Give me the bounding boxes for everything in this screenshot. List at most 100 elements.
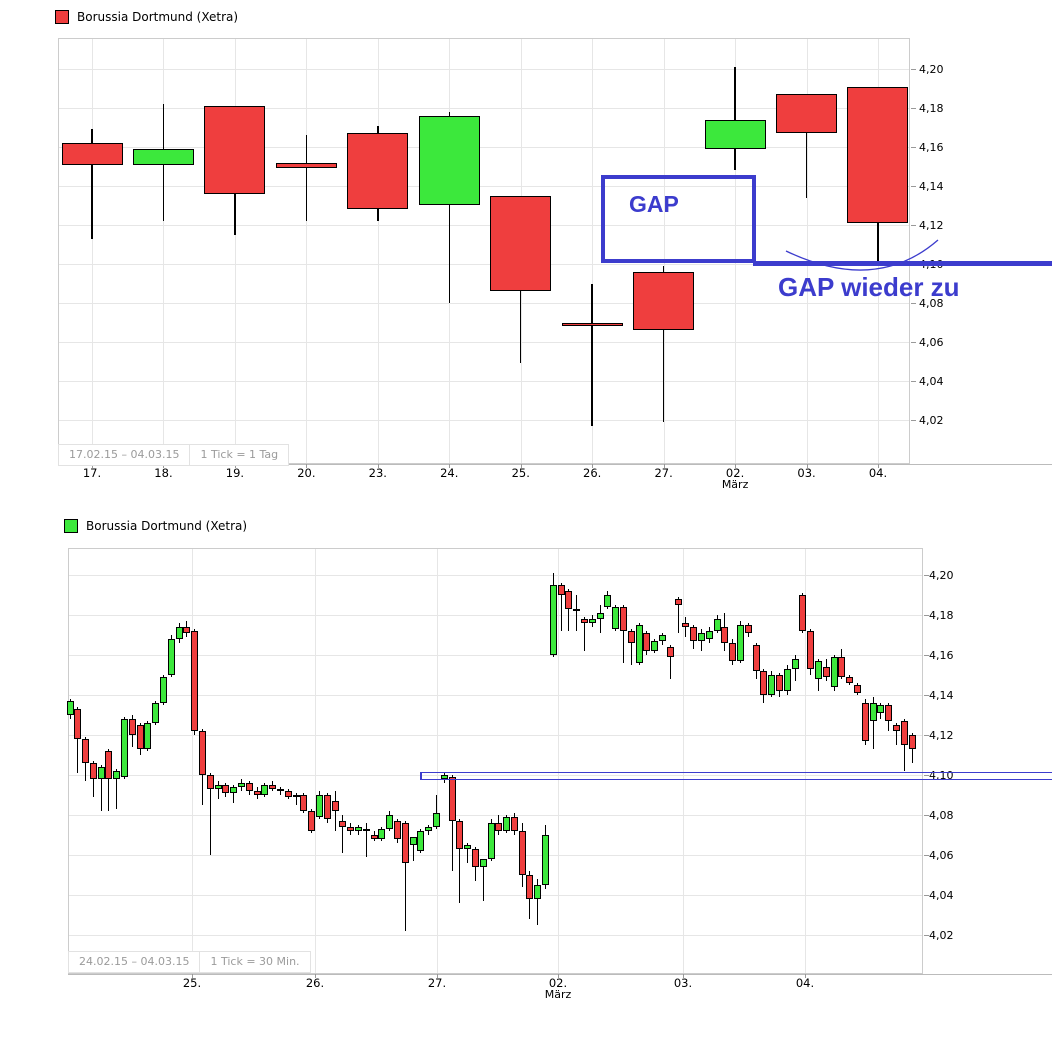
grid-line-vertical — [558, 548, 559, 974]
x-axis-label: 04. — [868, 466, 888, 480]
grid-line-vertical — [315, 548, 316, 974]
legend-marker-green — [64, 519, 78, 533]
candlestick-down — [253, 791, 261, 795]
gap-annotation-label: GAP — [629, 191, 679, 217]
legend-daily: Borussia Dortmund (Xetra) — [55, 10, 238, 24]
candlestick-down — [807, 631, 815, 669]
candle-wick — [295, 793, 297, 805]
y-axis-label: 4,12 — [929, 729, 954, 742]
candlestick-up — [705, 631, 713, 639]
candle-wick — [448, 111, 451, 303]
candlestick-down — [892, 725, 900, 731]
candlestick-up — [121, 719, 129, 777]
x-axis-label: 03. — [673, 976, 693, 990]
candlestick-up — [704, 119, 766, 149]
candlestick-down — [510, 817, 518, 831]
candle-wick — [677, 597, 679, 633]
candlestick-down — [565, 591, 573, 609]
candlestick-down — [495, 823, 503, 831]
month-label: März — [721, 478, 749, 491]
candlestick-up — [877, 705, 885, 713]
candlestick-up — [292, 795, 300, 797]
candlestick-down — [846, 677, 854, 683]
candlestick-up — [417, 831, 425, 851]
grid-line-horizontal — [58, 342, 910, 343]
candlestick-down — [347, 827, 355, 831]
candlestick-down — [204, 106, 266, 194]
candlestick-down — [518, 831, 526, 875]
candlestick-up — [791, 659, 799, 669]
grid-line-vertical — [306, 38, 308, 464]
plot-frame — [68, 548, 923, 974]
candlestick-down — [275, 162, 337, 169]
x-axis-label: 26. — [305, 976, 325, 990]
x-axis-tick — [163, 464, 165, 468]
candle-wick — [435, 795, 437, 829]
x-axis-label: 25. — [511, 466, 530, 480]
y-axis-label: 4,02 — [929, 929, 954, 942]
candlestick-up — [386, 815, 394, 829]
candle-wick — [305, 135, 308, 222]
y-axis-tick — [911, 303, 916, 304]
candlestick-up — [144, 723, 152, 749]
grid-line-vertical — [592, 38, 594, 464]
candle-wick — [217, 781, 219, 799]
x-axis-tick — [234, 464, 236, 468]
candlestick-up — [152, 703, 160, 723]
grid-line-horizontal — [58, 147, 910, 148]
candle-wick — [342, 815, 344, 853]
grid-line-horizontal — [58, 264, 910, 265]
candle-wick — [560, 583, 562, 631]
legend-marker-red — [55, 10, 69, 24]
candlestick-down — [347, 133, 409, 210]
candlestick-down — [760, 671, 768, 695]
candlestick-up — [604, 595, 612, 607]
candlestick-down — [674, 599, 682, 605]
candle-wick — [108, 749, 110, 811]
y-axis-tick — [911, 108, 916, 109]
candlestick-down — [526, 875, 534, 899]
candlestick-down — [206, 775, 214, 789]
x-axis-tick — [437, 974, 438, 978]
candle-wick — [482, 859, 484, 901]
candle-wick — [91, 129, 93, 239]
candlestick-up — [651, 641, 659, 651]
y-axis-tick — [924, 655, 929, 656]
candle-wick — [662, 265, 665, 422]
candlestick-down — [222, 785, 230, 793]
candlestick-up — [214, 785, 222, 789]
candlestick-up — [698, 633, 705, 641]
candlestick-up — [378, 829, 386, 839]
y-axis-label: 4,20 — [929, 569, 954, 582]
x-axis-label: 25. — [182, 976, 202, 990]
grid-line-horizontal — [68, 615, 923, 616]
candlestick-up — [418, 115, 480, 206]
y-axis-tick — [924, 695, 929, 696]
y-axis-tick — [924, 815, 929, 816]
y-axis-label: 4,06 — [919, 336, 944, 349]
candlestick-down — [775, 675, 783, 691]
footer-intraday: 24.02.15 – 04.03.15 1 Tick = 30 Min. — [68, 951, 311, 973]
grid-line-horizontal — [68, 815, 923, 816]
candlestick-down — [744, 625, 752, 633]
y-axis-label: 4,14 — [929, 689, 954, 702]
grid-line-horizontal — [58, 381, 910, 382]
candlestick-down — [847, 86, 909, 224]
candlestick-down — [633, 271, 695, 331]
candlestick-up — [503, 817, 511, 831]
candle-wick — [459, 819, 461, 903]
candlestick-up — [160, 677, 168, 703]
legend-title-daily: Borussia Dortmund (Xetra) — [77, 10, 239, 24]
candlestick-down — [471, 849, 479, 867]
candle-wick — [630, 629, 632, 665]
x-axis-tick — [558, 974, 559, 978]
date-range-daily: 17.02.15 – 04.03.15 — [59, 445, 191, 465]
x-axis-tick — [663, 464, 665, 468]
x-axis-label: 24. — [440, 466, 459, 480]
candle-wick — [404, 821, 406, 931]
candle-wick — [685, 617, 687, 637]
tick-interval-intraday: 1 Tick = 30 Min. — [210, 955, 300, 968]
candle-wick — [100, 765, 102, 811]
y-axis-tick — [911, 147, 916, 148]
candlestick-down — [729, 643, 737, 661]
